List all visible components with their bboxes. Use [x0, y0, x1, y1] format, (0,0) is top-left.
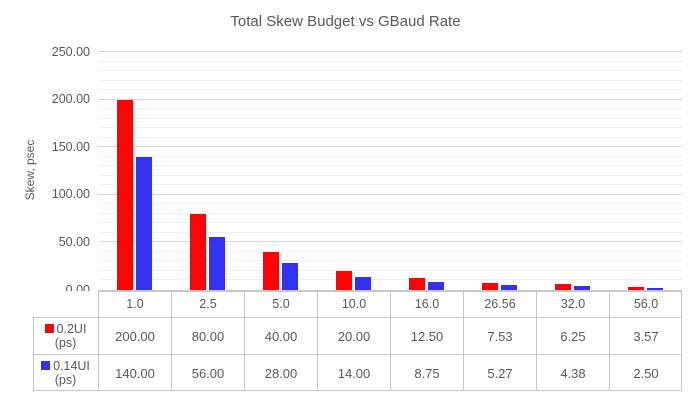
gridline-major [98, 51, 682, 52]
value-cell: 56.00 [172, 355, 244, 391]
gridline-major [98, 146, 682, 148]
gridline-minor [98, 165, 682, 167]
value-cell: 80.00 [172, 318, 244, 354]
y-tick-label: 50.00 [58, 234, 90, 249]
gridline-minor [98, 108, 682, 110]
legend-cell-0.14UI: 0.14UI (ps) [33, 355, 98, 391]
value-cell: 28.00 [245, 355, 317, 391]
gridline-minor [98, 184, 682, 186]
gridline-minor [98, 260, 682, 262]
gridline-major [98, 98, 682, 100]
bar-0.14UI-10.0 [355, 276, 371, 290]
bar-0.2UI-16.0 [409, 278, 425, 290]
bar-0.2UI-56.0 [628, 286, 644, 290]
value-cell: 20.00 [318, 318, 390, 354]
bar-0.2UI-32.0 [555, 284, 571, 290]
legend-cell-0.2UI: 0.2UI (ps) [33, 318, 98, 354]
bar-0.2UI-26.56 [482, 282, 498, 290]
value-cell: 12.50 [391, 318, 463, 354]
gridline-minor [98, 174, 682, 176]
value-cell: 7.53 [464, 318, 536, 354]
gridline-minor [98, 155, 682, 157]
bar-0.2UI-10.0 [336, 270, 352, 290]
bar-0.2UI-2.5 [190, 213, 206, 290]
bar-0.14UI-2.5 [209, 236, 225, 290]
value-cell: 14.00 [318, 355, 390, 391]
gridline-minor [98, 117, 682, 119]
bar-0.14UI-56.0 [647, 287, 663, 290]
value-cell: 2.50 [610, 355, 682, 391]
bar-0.14UI-32.0 [574, 285, 590, 290]
gridline-minor [98, 79, 682, 81]
gridline-minor [98, 127, 682, 129]
gridline-minor [98, 269, 682, 271]
y-tick-label: 250.00 [51, 44, 90, 59]
category-header: 32.0 [537, 291, 609, 317]
value-cell: 40.00 [245, 318, 317, 354]
y-tick-label: 150.00 [51, 139, 90, 154]
legend-swatch-icon [41, 361, 51, 370]
category-header: 5.0 [245, 291, 317, 317]
bar-0.14UI-26.56 [501, 284, 517, 290]
value-cell: 8.75 [391, 355, 463, 391]
category-header: 16.0 [391, 291, 463, 317]
chart-title: Total Skew Budget vs GBaud Rate [230, 13, 461, 30]
y-axis-tick-labels: 0.00 50.00 100.00 150.00 200.00 250.00 [0, 45, 90, 297]
gridline-minor [98, 89, 682, 91]
gridline-major [98, 241, 682, 243]
gridline-minor [98, 136, 682, 138]
gridline-minor [98, 279, 682, 281]
bar-0.2UI-1.0 [117, 99, 133, 290]
value-cell: 140.00 [99, 355, 171, 391]
gridline-minor [98, 212, 682, 214]
value-cell: 6.25 [537, 318, 609, 354]
gridline-minor [98, 250, 682, 252]
gridline-minor [98, 60, 682, 62]
bar-0.14UI-5.0 [282, 263, 298, 290]
table-corner-spacer [33, 291, 98, 317]
category-header: 10.0 [318, 291, 390, 317]
data-table-legend: 1.0 2.5 5.0 10.0 16.0 26.56 32.0 56.0 0.2UI (ps) 2… [33, 291, 682, 391]
gridline-major [98, 193, 682, 195]
bar-0.14UI-16.0 [428, 281, 444, 290]
gridline-minor [98, 222, 682, 224]
legend-swatch-icon [44, 324, 54, 333]
bar-0.2UI-5.0 [263, 251, 279, 290]
y-tick-label: 200.00 [51, 92, 90, 107]
bar-0.14UI-1.0 [136, 156, 152, 290]
y-tick-label: 100.00 [51, 187, 90, 202]
gridline-minor [98, 70, 682, 72]
gridline-minor [98, 203, 682, 205]
value-cell: 4.38 [537, 355, 609, 391]
category-header: 56.0 [610, 291, 682, 317]
category-header: 1.0 [99, 291, 171, 317]
value-cell: 5.27 [464, 355, 536, 391]
category-header: 26.56 [464, 291, 536, 317]
gridline-minor [98, 231, 682, 233]
category-header: 2.5 [172, 291, 244, 317]
value-cell: 200.00 [99, 318, 171, 354]
plot-area [98, 51, 682, 291]
value-cell: 3.57 [610, 318, 682, 354]
